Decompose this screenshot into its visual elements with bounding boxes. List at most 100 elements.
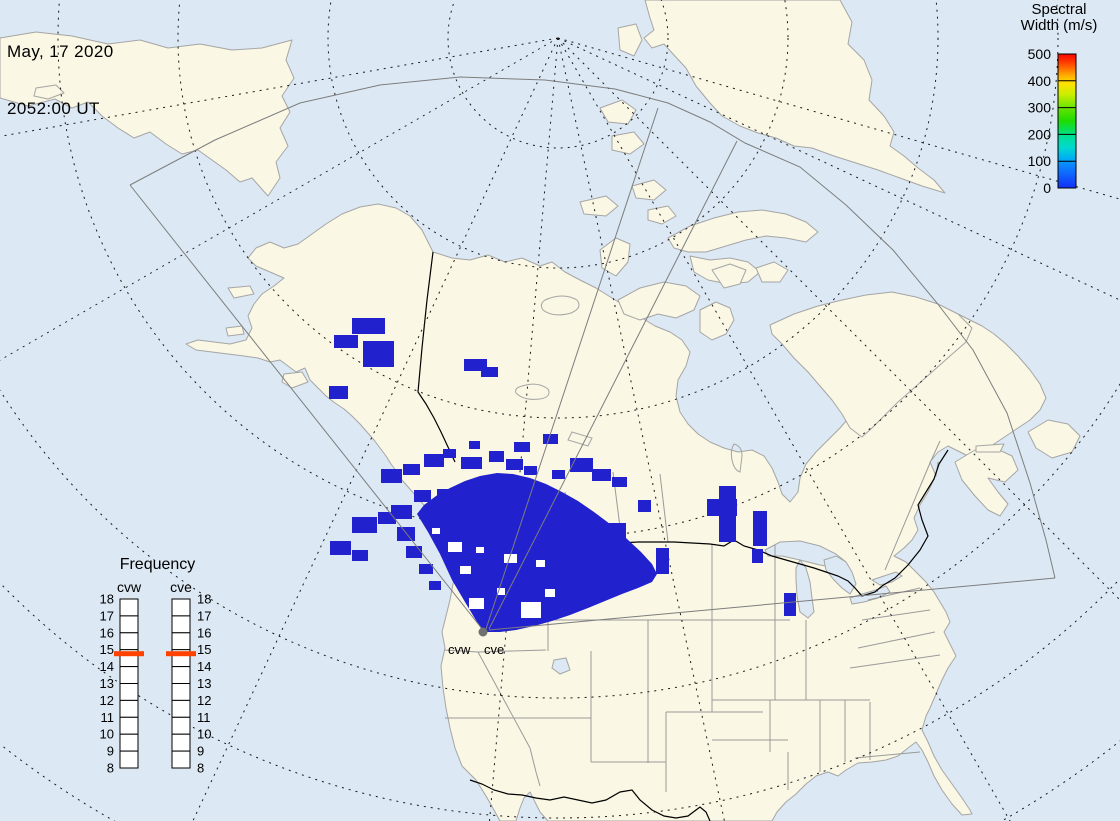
graticule-meridian [557,37,1011,821]
lake-huron [823,555,857,595]
echo-cell [506,459,523,470]
frequency-tick-label-cve: 12 [197,693,211,708]
radar-site-dot [478,627,488,637]
echo-blob [417,473,657,632]
graticule-parallel [327,0,789,269]
timestamp-block: May, 17 2020 2052:00 UT [7,4,114,137]
frequency-ladder-cell-cve [171,733,191,752]
frequency-ladder-cell-cve [171,699,191,718]
frequency-tick-label-cve: 16 [197,625,211,640]
echo-cell [429,581,441,590]
echo-cell [330,541,351,555]
colorbar-tick-label: 0 [1043,180,1051,196]
frequency-tick-label-cvw: 13 [100,676,114,691]
frequency-tick-label-cvw: 8 [107,761,114,776]
graticule-meridian [192,37,559,821]
graticule-meridian [557,37,1120,601]
frequency-tick-label-cve: 13 [197,676,211,691]
radar-site-label-cvw: cvw [448,642,471,657]
lake-michigan [795,559,815,619]
echo-cell [753,511,767,546]
echo-hole [536,560,545,567]
island-qei-1 [599,99,637,125]
frequency-tick-label-cvw: 16 [100,625,114,640]
fan-left-edge [129,184,484,631]
frequency-tick-label-cvw: 18 [100,592,114,607]
echo-hole [497,588,505,595]
colorbar-title-line1: Spectral [1031,1,1087,18]
island-somerset [711,263,747,289]
echo-hole [504,554,517,563]
island-nunivak [225,325,245,337]
frequency-ladder-cell-cve [171,632,191,651]
echo-cell [403,464,420,475]
echo-cell [352,517,377,533]
land-ellesmere-greenland [643,0,946,194]
frequency-ladder-cell-cve [171,666,191,684]
graticule-parallel [0,382,1120,699]
island-axel-heiberg [617,23,643,57]
lake-winnipeg [730,443,743,473]
fan-right-edge [488,577,1056,631]
frequency-tick-label-cvw: 9 [107,744,114,759]
echo-cell [638,500,651,512]
frequency-tick-label-cvw: 11 [101,710,115,725]
island-qei-3 [631,179,667,201]
island-banks [599,237,631,277]
fan-outer-arc [129,76,1056,579]
frequency-tick-label-cve: 17 [197,608,211,623]
echo-cell [656,548,669,574]
frequency-column-label-cve: cve [170,579,192,595]
echo-hole [448,542,462,552]
island-melville [579,195,619,217]
fan-mid-edge-cvw [485,107,659,630]
country-borders-layer [417,251,949,821]
frequency-ladder-cell-cvw [119,699,139,718]
date-text: May, 17 2020 [7,42,114,61]
echo-cell [391,505,412,519]
frequency-tick-label-cve: 8 [197,761,204,776]
colorbar: 500 400 300 200 100 0 [1028,46,1077,196]
island-wrangel [33,84,65,100]
echo-cell [570,458,593,472]
frequency-tick-label-cve: 11 [197,710,211,725]
echo-cell [414,490,431,502]
frequency-tick-label-cvw: 17 [100,608,114,623]
frequency-marker-cve [166,651,196,657]
echo-cell [397,527,415,541]
frequency-ladder-cell-cvw [119,750,139,769]
border-us-mexico [469,779,711,821]
echo-hole [521,602,541,618]
lake-athabasca [567,431,593,447]
frequency-tick-label-cve: 14 [197,659,211,674]
fan-mid-edge-cve [488,140,738,630]
echo-cell [524,466,537,475]
echo-cell [363,341,394,367]
colorbar-title: Spectral Width (m/s) [1002,2,1116,34]
lake-ontario [870,571,903,586]
echo-cell [543,434,558,444]
land-chukotka [0,31,295,197]
echo-hole [545,589,555,597]
echo-hole [476,547,484,553]
colorbar-tick-label: 100 [1028,153,1052,169]
frequency-panel-title: Frequency [119,556,196,573]
landmass-layer [0,0,1081,821]
frequency-ladder-cell-cve [171,750,191,769]
island-baffin [769,291,973,438]
outline-lakes-layer [515,295,743,473]
island-newfoundland [1027,419,1081,459]
echo-cell [481,367,498,377]
frequency-ladder-cell-cve [171,615,191,634]
colorbar-tick-label: 400 [1028,73,1052,89]
fan-boundaries-layer [129,76,1056,631]
echo-cell [378,512,396,524]
frequency-tick-label-cvw: 14 [100,659,114,674]
echo-cell [406,546,422,558]
frequency-tick-label-cve: 9 [197,744,204,759]
frequency-column-label-cvw: cvw [116,579,142,595]
frequency-ladder-cell-cvw [119,733,139,752]
time-text: 2052:00 UT [7,99,100,118]
